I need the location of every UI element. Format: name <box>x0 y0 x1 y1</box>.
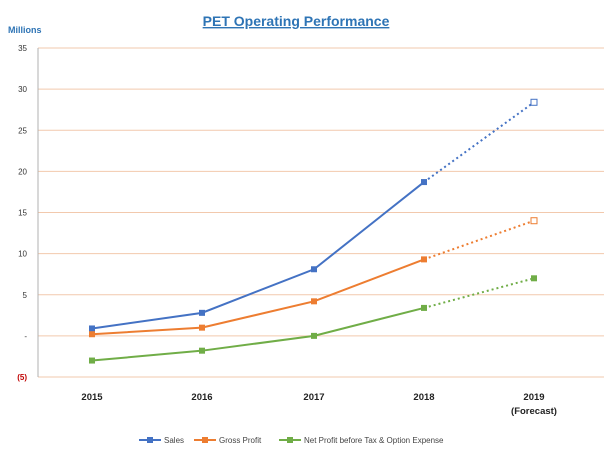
data-point <box>89 331 95 338</box>
y-tick-label: 25 <box>18 126 27 135</box>
y-tick-label: 5 <box>23 291 28 300</box>
data-point <box>311 266 317 273</box>
data-point <box>89 325 95 332</box>
legend-swatch-marker <box>147 437 153 443</box>
data-point <box>311 298 317 305</box>
series-line <box>91 258 425 336</box>
data-point <box>199 309 205 316</box>
chart-title: PET Operating Performance <box>203 13 390 29</box>
legend-label: Sales <box>164 436 184 445</box>
gridlines <box>38 47 604 378</box>
forecast-data-point <box>531 275 537 282</box>
x-tick-label: 2015 <box>81 392 103 403</box>
data-point <box>199 324 205 331</box>
unit-label: Millions <box>8 25 42 35</box>
data-point <box>421 304 427 311</box>
forecast-data-point <box>530 217 538 225</box>
legend-label: Net Profit before Tax & Option Expense <box>304 436 444 445</box>
x-tick-label: 2016 <box>191 392 212 403</box>
x-tick-label: 2018 <box>413 392 434 403</box>
y-tick-label: 15 <box>18 209 27 218</box>
x-tick-label: 2017 <box>303 392 324 403</box>
y-tick-label: 10 <box>18 250 27 259</box>
y-tick-label: 30 <box>18 85 27 94</box>
series-line <box>91 181 425 330</box>
forecast-data-point <box>530 98 538 106</box>
x-tick-label: 2019 <box>523 392 544 403</box>
series-lines <box>89 98 538 364</box>
x-tick-sublabel: (Forecast) <box>511 406 557 417</box>
y-tick-label: 20 <box>18 167 27 176</box>
series-line <box>91 306 425 362</box>
legend-swatch-marker <box>287 437 293 443</box>
data-point <box>311 332 317 339</box>
series-forecast-line <box>423 277 535 309</box>
data-point <box>421 179 427 186</box>
data-point <box>199 347 205 354</box>
legend: Sales Gross Profit Net Profit before Tax &… <box>139 436 444 445</box>
legend-label: Gross Profit <box>219 436 262 445</box>
y-tick-label: - <box>24 332 27 341</box>
data-point <box>421 256 427 263</box>
y-tick-label: (5) <box>17 373 27 382</box>
series-forecast-line <box>423 101 535 183</box>
y-tick-label: 35 <box>18 44 27 53</box>
data-point <box>89 357 95 364</box>
legend-swatch-marker <box>202 437 208 443</box>
